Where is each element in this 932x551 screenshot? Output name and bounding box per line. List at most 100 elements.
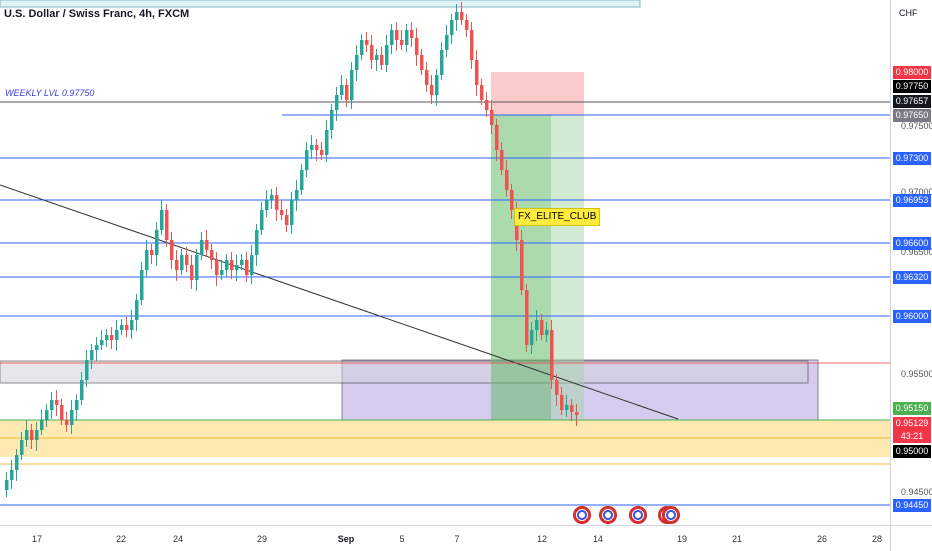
candle — [40, 420, 44, 430]
candle — [375, 55, 379, 60]
time-axis-label: 17 — [31, 534, 43, 544]
time-axis-label: 12 — [536, 534, 548, 544]
price-tick-label: 0.97500 — [901, 121, 932, 131]
candle — [235, 265, 239, 270]
candle — [190, 265, 194, 280]
candle — [525, 290, 529, 345]
time-axis-label: 29 — [256, 534, 268, 544]
candle — [320, 150, 324, 155]
chart-area[interactable]: U.S. Dollar / Swiss Franc, 4h, FXCM WEEK… — [0, 0, 890, 525]
price-level-badge: 0.96320 — [893, 271, 931, 284]
price-level-badge: 0.97300 — [893, 152, 931, 165]
candle — [200, 240, 204, 255]
candle — [505, 170, 509, 190]
candle — [185, 255, 189, 265]
time-axis-label: 5 — [399, 534, 405, 544]
candle — [465, 20, 469, 30]
candle — [535, 320, 539, 330]
candle — [550, 330, 554, 380]
price-level-badge: 0.95150 — [893, 402, 931, 415]
candle — [255, 230, 259, 255]
candle — [165, 210, 169, 240]
candle — [570, 405, 574, 412]
currency-label: CHF — [899, 8, 918, 18]
candle — [135, 300, 139, 320]
us-flag-icon[interactable] — [573, 506, 591, 524]
top-range-box — [0, 0, 641, 8]
time-axis-label: 7 — [454, 534, 460, 544]
candle — [440, 50, 444, 75]
us-flag-icon[interactable] — [662, 506, 680, 524]
candle — [115, 330, 119, 340]
candle — [175, 260, 179, 270]
time-axis-label: 28 — [871, 534, 883, 544]
candlestick-series — [5, 2, 579, 497]
price-level-badge: 0.95129 — [893, 417, 931, 430]
price-level-badge: 0.94450 — [893, 499, 931, 512]
price-tick-label: 0.95500 — [901, 369, 932, 379]
time-axis[interactable]: 17 22 24 29 Sep 5 7 12 14 19 21 26 28 — [0, 525, 890, 551]
candle — [50, 400, 54, 410]
price-level-badge: 0.97650 — [893, 109, 931, 122]
candle — [275, 195, 279, 210]
candle — [35, 430, 39, 440]
price-chart[interactable] — [0, 0, 890, 525]
candle — [285, 215, 289, 225]
us-flag-icon[interactable] — [629, 506, 647, 524]
candle — [80, 380, 84, 400]
candle — [170, 240, 174, 260]
candle — [405, 30, 409, 45]
price-level-badge: 43:21 — [893, 430, 931, 443]
take-profit-zone-light — [551, 115, 584, 420]
candle — [295, 190, 299, 200]
candle — [155, 230, 159, 255]
axis-corner — [890, 525, 932, 551]
candle — [250, 255, 254, 275]
candle — [60, 405, 64, 420]
candle — [565, 405, 569, 410]
candle — [10, 470, 14, 480]
candle — [90, 350, 94, 360]
candle — [220, 270, 224, 275]
time-axis-label: 19 — [676, 534, 688, 544]
candle — [205, 240, 209, 250]
candle — [455, 12, 459, 20]
candle — [65, 420, 69, 425]
candle — [400, 40, 404, 45]
price-tick-label: 0.97000 — [901, 187, 932, 197]
candle — [345, 85, 349, 100]
candle — [210, 250, 214, 260]
candle — [300, 170, 304, 190]
candle — [85, 360, 89, 380]
candle — [335, 95, 339, 110]
candle — [25, 430, 29, 440]
candle — [460, 12, 464, 20]
candle — [290, 200, 294, 225]
candle — [330, 110, 334, 130]
time-axis-label: 26 — [816, 534, 828, 544]
candle — [125, 325, 129, 330]
candle — [240, 260, 244, 265]
candle — [390, 30, 394, 45]
price-axis[interactable]: CHF 0.97500 0.97000 0.96500 0.95500 0.94500 … — [890, 0, 932, 525]
candle — [495, 125, 499, 150]
time-axis-label: 24 — [172, 534, 184, 544]
us-flag-icon[interactable] — [599, 506, 617, 524]
candle — [120, 325, 124, 330]
candle — [575, 412, 579, 415]
price-tick-label: 0.96500 — [901, 247, 932, 257]
candle — [485, 100, 489, 110]
time-axis-label: 14 — [592, 534, 604, 544]
candle — [500, 150, 504, 170]
candle — [260, 210, 264, 230]
candle — [325, 130, 329, 155]
zones — [0, 0, 890, 457]
descending-trend-line — [0, 184, 679, 420]
symbol-title[interactable]: U.S. Dollar / Swiss Franc, 4h, FXCM — [4, 8, 190, 20]
time-axis-label: 21 — [731, 534, 743, 544]
candle — [340, 85, 344, 95]
candle — [510, 190, 514, 210]
candle — [445, 35, 449, 50]
candle — [75, 400, 79, 410]
candle — [265, 200, 269, 210]
